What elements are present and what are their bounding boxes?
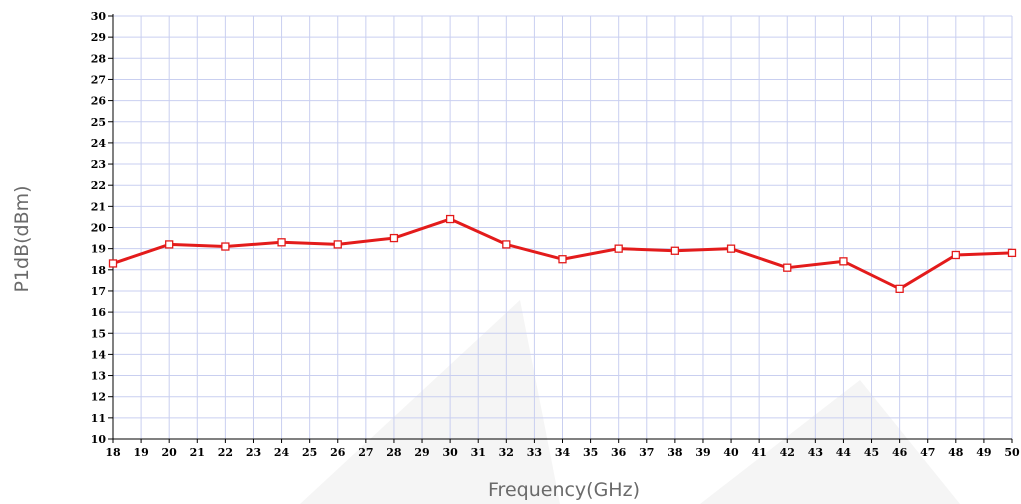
data-point-marker: [165, 240, 174, 249]
y-tick-label: 26: [91, 95, 107, 108]
y-tick-label: 25: [91, 116, 106, 129]
x-tick-label: 27: [358, 446, 373, 459]
x-tick-label: 33: [527, 446, 542, 459]
data-point-marker: [951, 250, 960, 260]
data-point-marker: [726, 244, 736, 253]
data-point-marker: [333, 240, 342, 249]
y-tick-label: 27: [91, 73, 106, 86]
x-tick-label: 37: [639, 446, 654, 459]
y-tick-label: 17: [91, 285, 106, 298]
y-tick-label: 22: [91, 179, 106, 192]
data-point-marker: [558, 255, 567, 264]
x-tick-label: 28: [386, 446, 402, 459]
data-point-marker: [895, 284, 904, 293]
y-tick-label: 14: [91, 348, 107, 361]
y-tick-label: 28: [91, 52, 107, 65]
y-tick-label: 10: [91, 433, 107, 446]
x-tick-label: 32: [499, 446, 514, 459]
x-tick-label: 20: [162, 446, 178, 459]
y-tick-label: 29: [91, 31, 106, 44]
x-tick-label: 31: [471, 446, 486, 459]
data-point-marker: [670, 246, 680, 255]
x-tick-label: 45: [864, 446, 879, 459]
data-point-marker: [1007, 248, 1017, 258]
x-tick-label: 43: [808, 446, 823, 459]
data-point-marker: [277, 238, 286, 247]
x-tick-label: 26: [330, 446, 346, 459]
y-tick-label: 21: [91, 200, 106, 213]
x-tick-label: 30: [442, 446, 458, 459]
x-tick-label: 41: [752, 446, 767, 459]
x-tick-label: 22: [218, 446, 233, 459]
x-tick-label: 23: [246, 446, 261, 459]
x-axis-title: Frequency(GHz): [488, 479, 640, 501]
x-tick-label: 35: [583, 446, 598, 459]
data-point-marker: [502, 240, 511, 249]
x-tick-label: 48: [948, 446, 964, 459]
data-point-marker: [839, 257, 848, 266]
y-tick-label: 19: [91, 243, 106, 256]
y-axis-title: P1dB(dBm): [11, 185, 33, 292]
y-tick-label: 18: [91, 264, 107, 277]
x-tick-label: 44: [836, 446, 852, 459]
x-tick-label: 42: [780, 446, 795, 459]
x-tick-label: 18: [105, 446, 121, 459]
x-axis-ticks: 18 19 20 21 22 23 24 25 26 27 28 29 30 31 32 33 34 35 36 37…: [105, 439, 1020, 459]
y-tick-label: 30: [91, 10, 107, 23]
x-tick-label: 47: [920, 446, 935, 459]
x-tick-label: 24: [274, 446, 290, 459]
y-tick-label: 12: [91, 391, 106, 404]
y-tick-label: 11: [91, 412, 106, 425]
y-tick-label: 23: [91, 158, 106, 171]
watermark-shape: [700, 380, 960, 504]
y-tick-label: 24: [91, 137, 107, 150]
x-tick-label: 50: [1004, 446, 1020, 459]
x-tick-label: 34: [555, 446, 571, 459]
y-tick-label: 16: [91, 306, 107, 319]
data-point-marker: [108, 259, 118, 268]
data-point-marker: [614, 244, 623, 253]
grid-lines: [112, 15, 1013, 440]
x-tick-label: 49: [976, 446, 991, 459]
x-tick-label: 38: [667, 446, 683, 459]
y-tick-label: 15: [91, 327, 106, 340]
x-tick-label: 46: [892, 446, 908, 459]
series-group: [108, 214, 1017, 293]
x-tick-label: 29: [414, 446, 429, 459]
x-tick-label: 39: [695, 446, 710, 459]
data-point-marker: [389, 233, 399, 243]
data-point-marker: [221, 242, 230, 251]
x-tick-label: 36: [611, 446, 627, 459]
x-tick-label: 40: [723, 446, 739, 459]
watermark: [300, 300, 960, 504]
x-tick-label: 19: [133, 446, 148, 459]
x-tick-label: 25: [302, 446, 317, 459]
data-point-marker: [783, 263, 792, 272]
watermark-shape: [300, 300, 560, 504]
y-tick-label: 13: [91, 370, 106, 383]
x-tick-label: 21: [190, 446, 205, 459]
y-tick-label: 20: [91, 222, 107, 235]
y-axis-ticks: 10 11 12 13 14 15 16 17 18 19 20 21 22 23 24 25 26 27 28 29…: [91, 10, 113, 446]
data-point-marker: [445, 214, 455, 224]
